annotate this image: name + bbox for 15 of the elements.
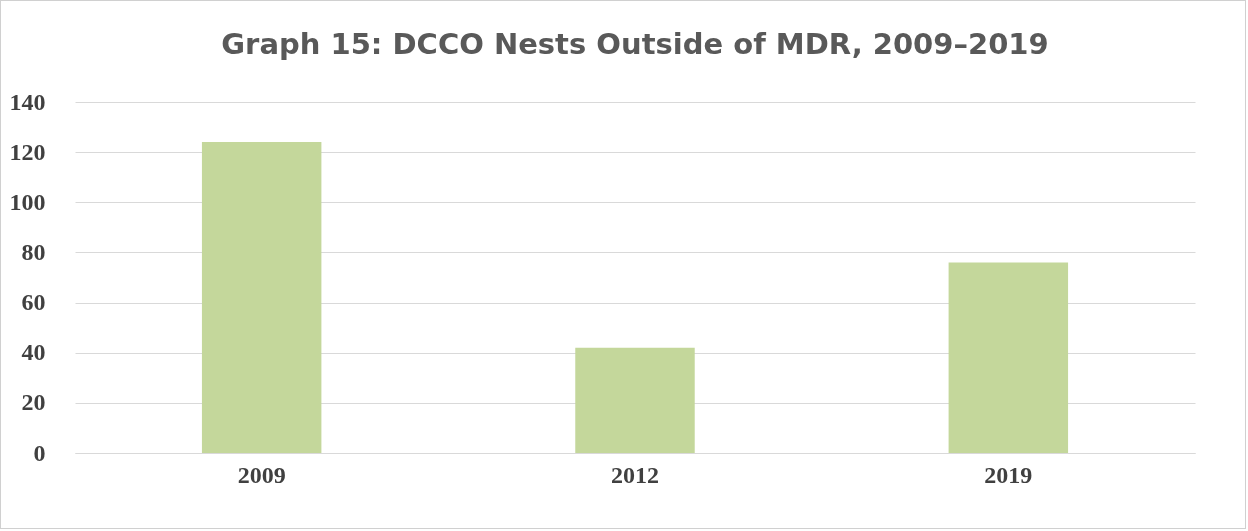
bar	[575, 347, 695, 453]
y-tick-label: 20	[21, 389, 46, 416]
chart-title: Graph 15: DCCO Nests Outside of MDR, 2009–2019	[221, 27, 1049, 61]
bar	[948, 262, 1069, 453]
y-tick-label: 60	[21, 289, 46, 316]
y-tick-label: 120	[9, 138, 46, 165]
bar	[201, 142, 322, 453]
y-tick-label: 100	[9, 188, 46, 215]
y-tick-label: 80	[21, 238, 46, 265]
y-tick-label: 140	[9, 88, 46, 115]
y-tick-label: 40	[21, 339, 46, 366]
x-tick-label: 2019	[984, 461, 1033, 488]
x-tick-label: 2012	[611, 461, 659, 488]
x-tick-label: 2009	[237, 461, 286, 488]
y-tick-label: 0	[33, 439, 46, 466]
